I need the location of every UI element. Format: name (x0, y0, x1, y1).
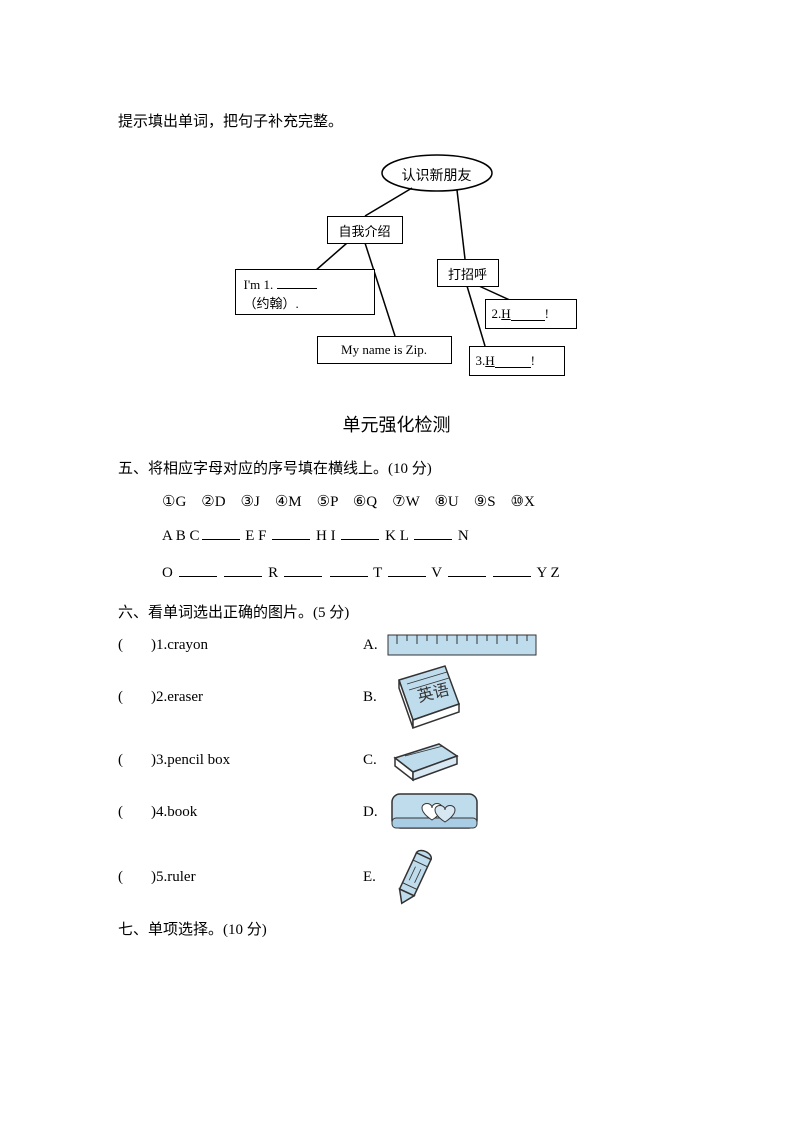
book-icon: 英语 (387, 662, 467, 732)
leaf1-line1: I'm 1. (244, 277, 274, 292)
diagram-leaf-1: I'm 1. （约翰）. (235, 269, 375, 315)
q6-label-c: C. (363, 752, 387, 769)
q6-item4-word: book (167, 804, 197, 821)
q6-item1-word: crayon (167, 637, 208, 654)
q6-item3-word: pencil box (167, 752, 230, 769)
q6-item5-num: 5. (156, 869, 167, 886)
leaf1-line2: （约翰）. (244, 293, 299, 312)
q6-label-e: E. (363, 869, 387, 886)
q7-header: 七、单项选择。(10 分) (118, 918, 675, 939)
q6-label-a: A. (363, 637, 387, 654)
diagram-node-right: 打招呼 (437, 259, 499, 287)
q6-header: 六、看单词选出正确的图片。(5 分) (118, 601, 675, 622)
q6-item3-num: 3. (156, 752, 167, 769)
instruction-text: 提示填出单词，把句子补充完整。 (118, 110, 675, 131)
q6-row-1: ()1. crayon A. (118, 634, 675, 656)
q6-item1-num: 1. (156, 637, 167, 654)
q6-row-2: ()2. eraser B. 英语 (118, 662, 675, 732)
q5-line2: O R T V Y Z (162, 560, 675, 587)
pencil-box-icon (387, 788, 482, 836)
ruler-icon (387, 634, 537, 656)
diagram-leaf-2: My name is Zip. (317, 336, 452, 364)
leaf3-letter: H (501, 306, 510, 322)
diagram-container: 认识新朋友 自我介绍 打招呼 I'm 1. （约翰）. My name is Z… (118, 151, 675, 391)
q6-item5-word: ruler (167, 869, 195, 886)
diagram-leaf-3: 2.H ! (485, 299, 577, 329)
leaf4-letter: H (485, 353, 494, 369)
diagram-leaf-4: 3.H ! (469, 346, 565, 376)
mind-map-diagram: 认识新朋友 自我介绍 打招呼 I'm 1. （约翰）. My name is Z… (217, 151, 577, 391)
q6-item2-num: 2. (156, 689, 167, 706)
q6-item2-word: eraser (167, 689, 203, 706)
q6-item4-num: 4. (156, 804, 167, 821)
q6-row-3: ()3. pencil box C. (118, 738, 675, 782)
q5-header: 五、将相应字母对应的序号填在横线上。(10 分) (118, 457, 675, 478)
leaf3-prefix: 2. (492, 306, 502, 322)
eraser-icon (387, 738, 465, 782)
q5-options: ①G ②D ③J ④M ⑤P ⑥Q ⑦W ⑧U ⑨S ⑩X (162, 490, 675, 511)
q5-line1: A B C E F H I K L N (162, 523, 675, 550)
q6-label-b: B. (363, 689, 387, 706)
section-title: 单元强化检测 (118, 411, 675, 437)
q6-label-d: D. (363, 804, 387, 821)
diagram-root: 认识新朋友 (387, 165, 487, 185)
q6-row-5: ()5. ruler E. (118, 842, 675, 912)
diagram-node-left: 自我介绍 (327, 216, 403, 244)
leaf3-suffix: ! (545, 306, 549, 322)
q6-row-4: ()4. book D. (118, 788, 675, 836)
crayon-icon (387, 842, 442, 912)
leaf4-suffix: ! (531, 353, 535, 369)
leaf4-prefix: 3. (476, 353, 486, 369)
